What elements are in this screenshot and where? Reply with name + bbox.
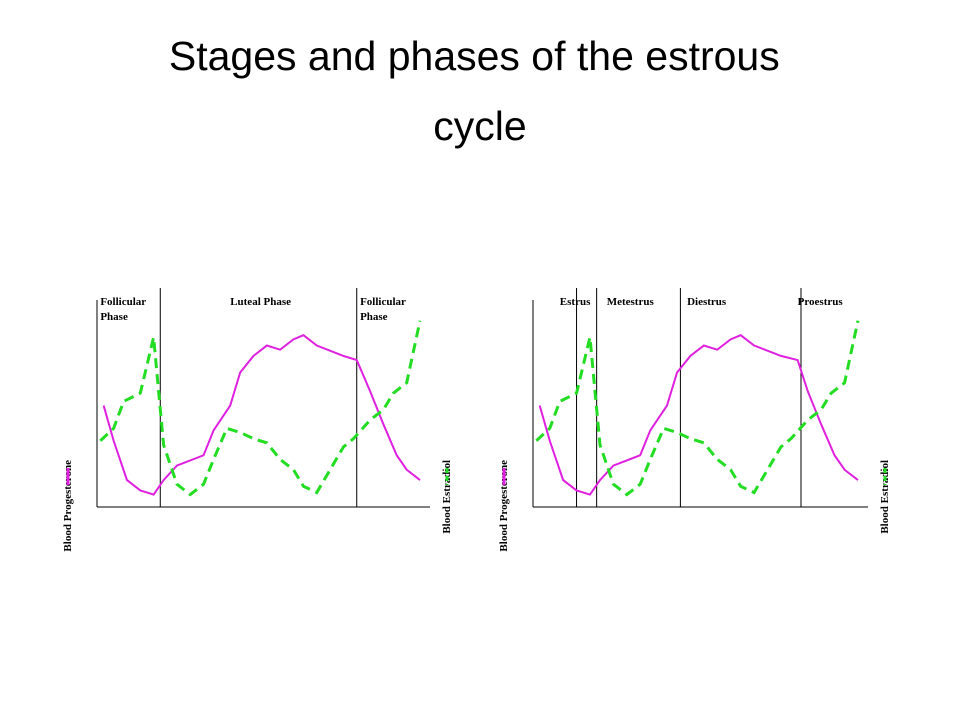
phase-label: Proestrus	[798, 296, 844, 308]
title-line: cycle	[433, 103, 526, 149]
legend-label: Blood Estradiol	[441, 460, 453, 534]
phase-label: Metestrus	[607, 296, 655, 308]
phase-label: Diestrus	[687, 296, 727, 308]
series-line	[535, 320, 860, 497]
title-line: Stages and phases of the estrous	[169, 33, 791, 79]
legend-label: Blood Progesterone	[498, 460, 510, 552]
slide-title: Stages and phases of the estrous cycle	[169, 33, 791, 149]
legend-label: Blood Estradiol	[879, 460, 891, 534]
legend-label: Blood Progesterone	[62, 460, 74, 552]
series-line	[99, 320, 422, 497]
phase-label-line: Follicular	[360, 296, 408, 308]
phase-label: Follicular Phase	[360, 296, 408, 323]
phase-label: Follicular Phase	[100, 296, 148, 323]
phase-label: Luteal Phase	[230, 296, 291, 308]
phase-label: Estrus	[560, 296, 591, 308]
phase-label-line: Phase	[100, 311, 128, 323]
phase-label-line: Phase	[360, 311, 388, 323]
series-line	[102, 334, 421, 496]
series-line	[538, 334, 859, 496]
phase-label-line: Follicular	[100, 296, 148, 308]
